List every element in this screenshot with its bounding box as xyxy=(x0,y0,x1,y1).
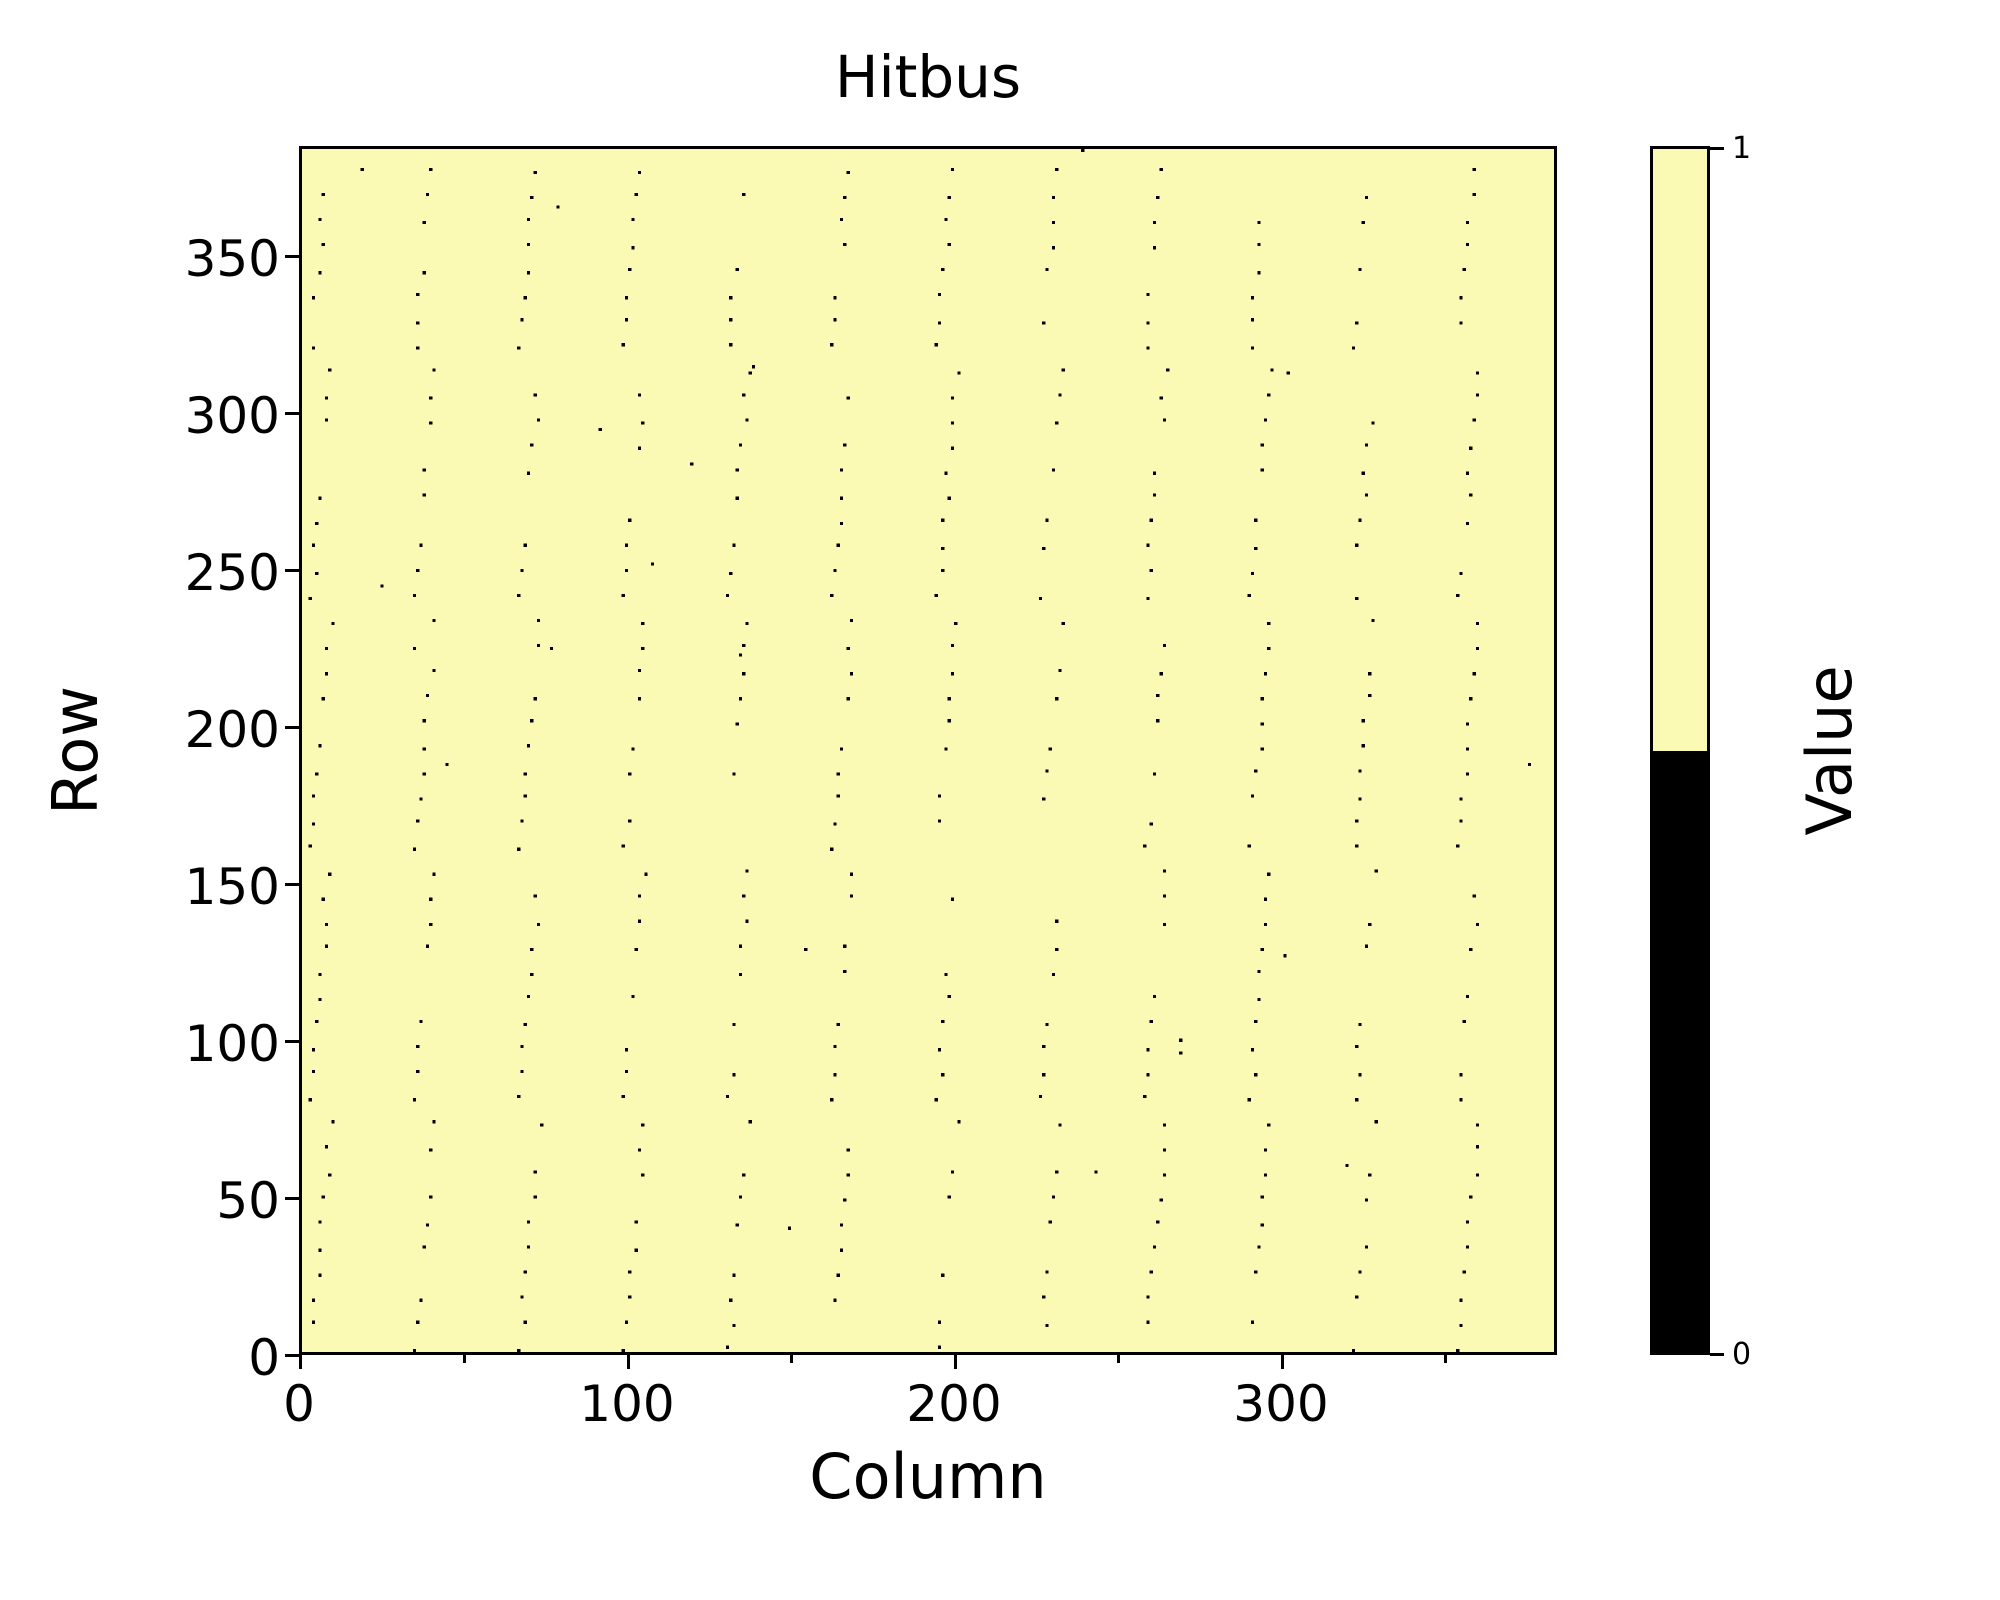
y-tick-300 xyxy=(285,412,299,415)
y-tick-150 xyxy=(285,883,299,886)
heatmap-image xyxy=(302,149,1554,1352)
y-ticklabel-300: 300 xyxy=(184,387,280,445)
x-ticklabel-100: 100 xyxy=(579,1375,675,1433)
x-tick-0 xyxy=(299,1355,302,1369)
colorbar-ticklabel-0: 0 xyxy=(1732,1337,1752,1372)
y-ticklabel-150: 150 xyxy=(184,858,280,916)
colorbar-label: Value xyxy=(1790,146,1870,1355)
x-tick-minor-150 xyxy=(790,1355,793,1363)
colorbar-label-text: Value xyxy=(1793,665,1866,836)
colorbar-ticklabel-1: 1 xyxy=(1732,131,1752,166)
colorbar-tick-1 xyxy=(1710,147,1724,150)
y-ticklabel-100: 100 xyxy=(184,1015,280,1073)
y-tick-100 xyxy=(285,1040,299,1043)
y-ticklabel-250: 250 xyxy=(184,544,280,602)
y-tick-0 xyxy=(285,1354,299,1357)
y-tick-250 xyxy=(285,569,299,572)
y-axis-label-text: Row xyxy=(39,686,112,815)
colorbar-high-band xyxy=(1653,149,1707,751)
x-tick-200 xyxy=(954,1355,957,1369)
y-ticklabel-0: 0 xyxy=(248,1329,280,1387)
y-tick-50 xyxy=(285,1197,299,1200)
y-ticklabel-200: 200 xyxy=(184,701,280,759)
y-axis-label: Row xyxy=(28,146,124,1355)
x-tick-100 xyxy=(627,1355,630,1369)
x-axis-label: Column xyxy=(809,1440,1047,1513)
y-ticklabel-350: 350 xyxy=(184,230,280,288)
colorbar-low-band xyxy=(1653,750,1707,1352)
x-tick-minor-250 xyxy=(1117,1355,1120,1363)
x-ticklabel-300: 300 xyxy=(1233,1375,1329,1433)
x-ticklabel-0: 0 xyxy=(283,1375,315,1433)
x-tick-300 xyxy=(1281,1355,1284,1369)
page-title: Hitbus xyxy=(834,43,1022,111)
colorbar-tick-0 xyxy=(1710,1353,1724,1356)
colorbar xyxy=(1650,146,1710,1355)
x-ticklabel-200: 200 xyxy=(906,1375,1002,1433)
y-tick-200 xyxy=(285,726,299,729)
y-tick-350 xyxy=(285,255,299,258)
x-tick-minor-350 xyxy=(1444,1355,1447,1363)
x-tick-minor-50 xyxy=(463,1355,466,1363)
heatmap-axes xyxy=(299,146,1557,1355)
y-ticklabel-50: 50 xyxy=(216,1172,280,1230)
